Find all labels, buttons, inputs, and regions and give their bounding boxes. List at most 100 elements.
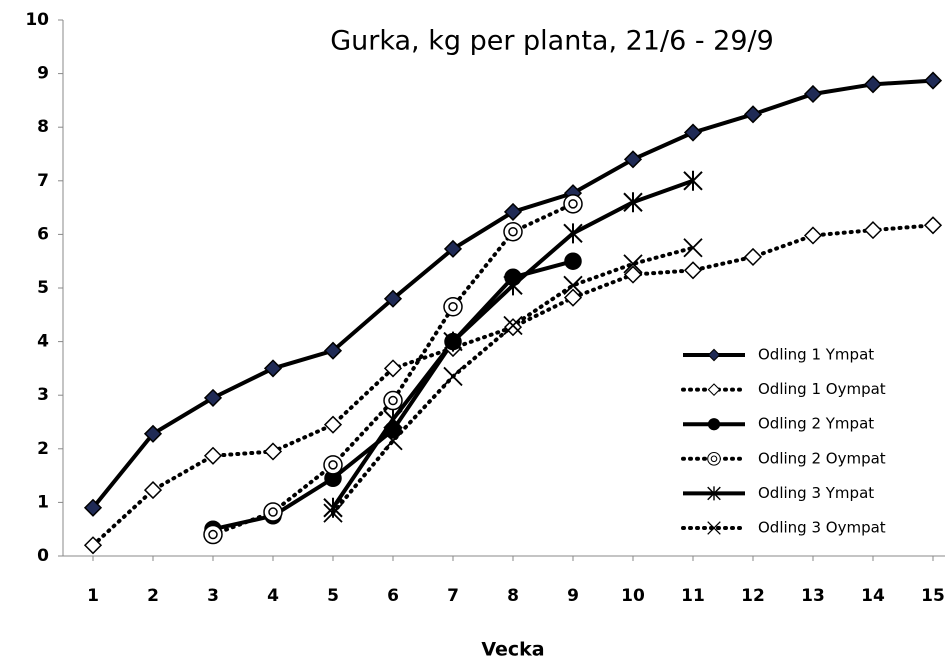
y-tick-label: 5 [37,278,49,298]
marker-shape [564,252,582,270]
x-tick-label: 3 [207,586,219,606]
marker-shape [323,497,343,518]
marker-shape [383,431,403,451]
x-tick-label: 4 [267,586,279,606]
marker-shape [568,199,578,209]
x-tick-label: 15 [921,586,945,606]
data-point [563,223,583,244]
marker-shape [263,442,283,461]
marker-shape [503,315,523,336]
marker-shape [923,71,943,90]
marker-shape [323,341,343,360]
marker-shape [443,239,463,258]
data-point [683,238,703,258]
marker-shape [743,105,763,124]
y-tick-label: 7 [37,171,49,191]
data-point [143,481,163,500]
data-point [623,265,643,284]
data-point [383,359,403,378]
legend-label: Odling 3 Ympat [758,484,874,502]
marker-shape [143,424,163,443]
marker-shape [328,460,338,470]
data-point [564,252,582,270]
data-point [803,84,823,104]
data-point [383,431,403,451]
marker-shape [448,302,458,312]
data-point [683,170,703,191]
legend-marker [707,348,721,362]
marker-shape [268,507,278,517]
marker-shape [83,498,103,517]
data-point [383,289,403,308]
marker-shape [623,192,643,213]
marker-shape [707,383,721,396]
data-point [263,502,283,522]
data-point [383,390,403,411]
x-tick-label: 2 [147,586,159,606]
data-point [263,442,283,461]
data-point [503,221,523,242]
legend-marker [707,521,721,535]
marker-shape [443,366,463,387]
y-tick-label: 8 [37,117,49,137]
legend-marker [707,418,721,431]
x-tick-label: 9 [567,586,579,606]
data-point [503,318,523,337]
y-tick-label: 2 [37,439,49,459]
data-point [143,424,163,443]
data-point [803,226,823,245]
x-tick-label: 1 [87,586,99,606]
data-point [203,524,223,545]
x-tick-label: 14 [861,586,885,606]
marker-shape [388,395,398,406]
y-tick-label: 0 [37,546,49,566]
data-point [743,247,763,266]
x-tick-label: 5 [327,586,339,606]
marker-shape [503,318,523,337]
data-point [83,498,103,517]
marker-shape [623,150,643,169]
x-tick-label: 7 [447,586,459,606]
legend-label: Odling 3 Oympat [758,519,886,537]
data-point [383,409,403,430]
marker-shape [707,348,721,362]
x-tick-label: 8 [507,586,519,606]
marker-shape [563,275,583,295]
data-point [923,216,943,235]
data-point [503,275,523,296]
marker-shape [707,486,721,501]
data-point [263,359,283,378]
marker-shape [803,226,823,245]
marker-shape [323,503,343,523]
data-point [863,221,883,240]
x-tick-label: 6 [387,586,399,606]
marker-shape [208,529,218,540]
marker-shape [503,202,523,221]
marker-shape [383,289,403,308]
marker-shape [710,455,718,463]
marker-shape [683,261,703,280]
marker-shape [743,247,763,266]
marker-shape [203,446,223,465]
data-point [923,71,943,90]
data-point [443,239,463,258]
legend-label: Odling 2 Ympat [758,415,874,433]
x-tick-label: 13 [801,586,825,606]
y-tick-label: 9 [37,64,49,84]
y-tick-label: 4 [37,332,49,352]
data-point [323,497,343,518]
data-point [503,202,523,221]
legend-marker [707,486,721,501]
data-point [203,446,223,465]
marker-shape [707,521,721,535]
y-tick-label: 6 [37,224,49,244]
marker-shape [623,265,643,284]
legend-marker [707,451,721,466]
chart-title: Gurka, kg per planta, 21/6 - 29/9 [330,26,774,57]
data-point [83,536,103,555]
x-axis-label: Vecka [481,639,544,661]
marker-shape [803,84,823,104]
x-tick-label: 12 [741,586,765,606]
marker-shape [683,238,703,258]
marker-shape [143,481,163,500]
